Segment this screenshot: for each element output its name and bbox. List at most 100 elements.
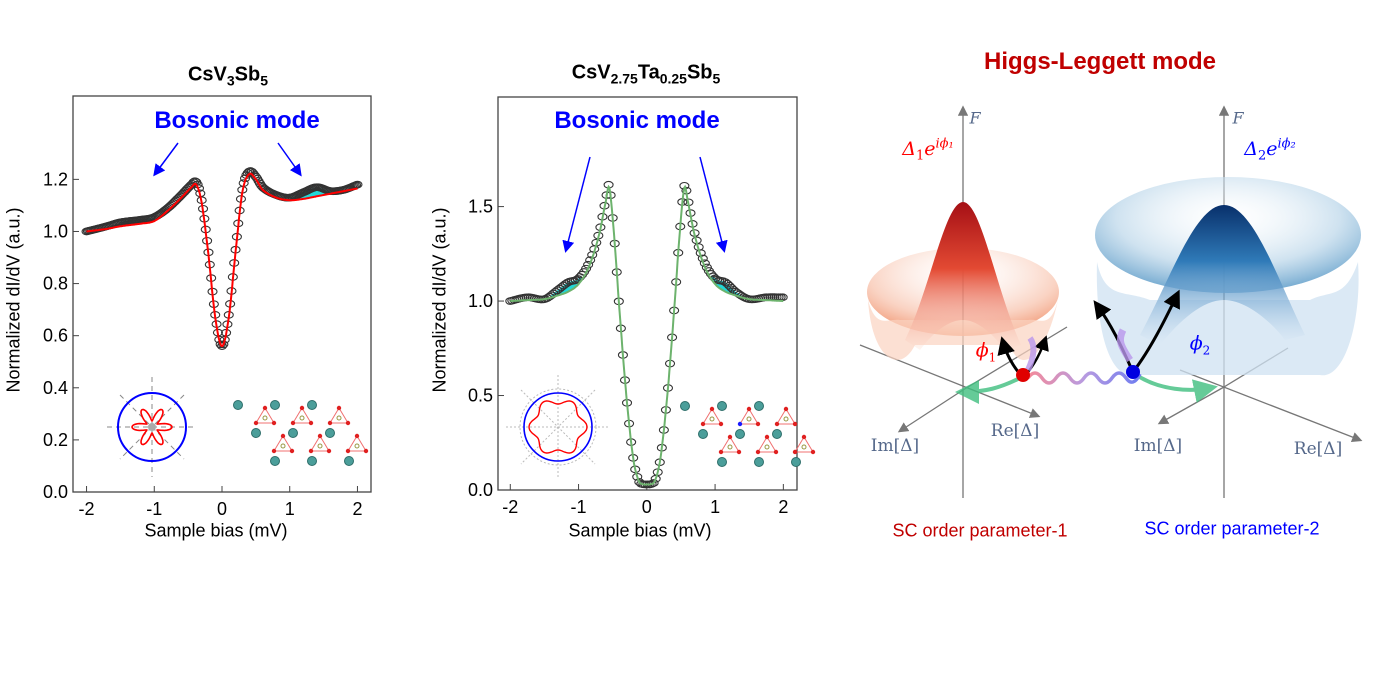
cesium-atom <box>307 400 317 410</box>
chart1-bosonic-mode-label: Bosonic mode <box>154 107 320 134</box>
chart1-x-axis-label: Sample bias (mV) <box>144 520 288 541</box>
x-tick-label: -2 <box>79 499 95 519</box>
vanadium-atom <box>326 448 332 454</box>
bosonic-mode-arrow <box>153 142 179 177</box>
x-tick-label: -2 <box>502 497 518 517</box>
vanadium-atom <box>280 433 286 439</box>
cesium-atom <box>772 429 782 439</box>
vanadium-atom <box>718 421 724 427</box>
plot-frame <box>497 96 798 491</box>
y-tick-label: 0.2 <box>43 430 68 450</box>
chart1-y-axis-label: Normalized dI/dV (a.u.) <box>3 207 24 393</box>
kagome-triangle <box>329 407 349 424</box>
vanadium-atom <box>290 420 296 426</box>
y-tick-label: 1.0 <box>468 291 493 311</box>
y-tick-label: 1.5 <box>468 197 493 217</box>
cesium-atom <box>680 401 690 411</box>
right-caption: SC order parameter-2 <box>1144 518 1320 539</box>
vanadium-atom <box>709 406 715 412</box>
y-tick-label: 1.0 <box>43 221 68 241</box>
antimony-atom <box>764 444 770 450</box>
y-tick-label: 0.8 <box>43 274 68 294</box>
vanadium-atom <box>317 433 323 439</box>
polar-gap-inset-1 <box>107 377 197 477</box>
phase-arrow-right <box>1116 328 1133 362</box>
right-phase-label: ϕ2 <box>1189 332 1211 358</box>
higgs-leggett-diagram <box>859 105 1363 498</box>
data-point <box>352 180 363 189</box>
chart2-bosonic-mode-label: Bosonic mode <box>554 107 720 134</box>
cesium-atom <box>754 457 764 467</box>
right-im-axis <box>1157 386 1225 425</box>
vanadium-atom <box>783 406 789 412</box>
vanadium-atom <box>299 405 305 411</box>
vanadium-atom <box>746 406 752 412</box>
vanadium-atom <box>736 449 742 455</box>
cesium-atom <box>735 429 745 439</box>
vanadium-atom <box>271 448 277 454</box>
cesium-atom <box>791 457 801 467</box>
vanadium-atom <box>253 420 259 426</box>
diagram-title: Higgs-Leggett mode <box>984 48 1216 75</box>
vanadium-atom <box>755 449 761 455</box>
x-tick-label: 1 <box>285 499 295 519</box>
cesium-atom <box>344 456 354 466</box>
antimony-atom <box>280 443 286 449</box>
chart-csv275ta025sb5: -2 -1 0 1 2 0.0 0.5 1.0 1.5 <box>468 96 798 517</box>
right-im-axis-label: Im[Δ] <box>1133 436 1183 456</box>
vanadium-atom <box>336 405 342 411</box>
coupling-wave <box>1026 371 1142 385</box>
x-tick-label: 2 <box>778 497 788 517</box>
blue-order-parameter-ball <box>1126 365 1140 379</box>
y-tick-label: 1.2 <box>43 169 68 189</box>
kagome-triangle <box>739 408 759 425</box>
fit-line <box>86 172 358 348</box>
fit-line <box>510 184 784 486</box>
antimony-atom <box>354 443 360 449</box>
vanadium-atom <box>271 420 277 426</box>
polar-gap-inset-2 <box>506 375 610 479</box>
kagome-triangle <box>273 435 293 452</box>
bosonic-mode-arrow <box>699 156 728 253</box>
chart-csv3sb5: -2 -1 0 1 2 0.0 0.2 0.4 0.6 0.8 1.0 1.2 <box>43 95 372 519</box>
vanadium-atom <box>801 434 807 440</box>
isotropic-gap-circle <box>117 392 187 462</box>
cesium-atom <box>288 428 298 438</box>
antimony-atom <box>727 444 733 450</box>
vanadium-atom <box>289 448 295 454</box>
cesium-atom <box>233 400 243 410</box>
higgs-arrow-right-2 <box>1131 289 1180 373</box>
left-caption: SC order parameter-1 <box>892 520 1068 541</box>
cesium-atom <box>717 401 727 411</box>
cesium-atom <box>754 401 764 411</box>
left-f-axis-label: F <box>969 108 981 128</box>
kagome-triangle <box>347 435 367 452</box>
bosonic-mode-arrow <box>562 156 591 253</box>
cesium-atom <box>717 457 727 467</box>
kagome-triangle <box>292 407 312 424</box>
cesium-atom <box>698 429 708 439</box>
left-potential-peak <box>905 202 1021 350</box>
x-tick-label: 0 <box>217 499 227 519</box>
kagome-triangle <box>255 407 275 424</box>
cesium-atom <box>251 428 261 438</box>
phase-arrow-left <box>1025 336 1037 372</box>
vanadium-atom <box>718 449 724 455</box>
data-series <box>505 180 788 489</box>
vanadium-atom <box>345 420 351 426</box>
antimony-atom <box>336 415 342 421</box>
x-tick-label: 0 <box>642 497 652 517</box>
leggett-arrow-left <box>955 376 1021 404</box>
vanadium-atom <box>308 420 314 426</box>
data-point <box>218 340 229 349</box>
vanadium-atom <box>262 405 268 411</box>
left-im-axis-label: Im[Δ] <box>870 436 920 456</box>
antimony-atom <box>709 416 715 422</box>
vanadium-atom <box>727 434 733 440</box>
vanadium-atom <box>810 449 816 455</box>
antimony-atom <box>299 415 305 421</box>
y-tick-label: 0.5 <box>468 386 493 406</box>
right-order-parameter-label: Δ2eiϕ₂ <box>1244 136 1296 164</box>
y-tick-label: 0.6 <box>43 326 68 346</box>
